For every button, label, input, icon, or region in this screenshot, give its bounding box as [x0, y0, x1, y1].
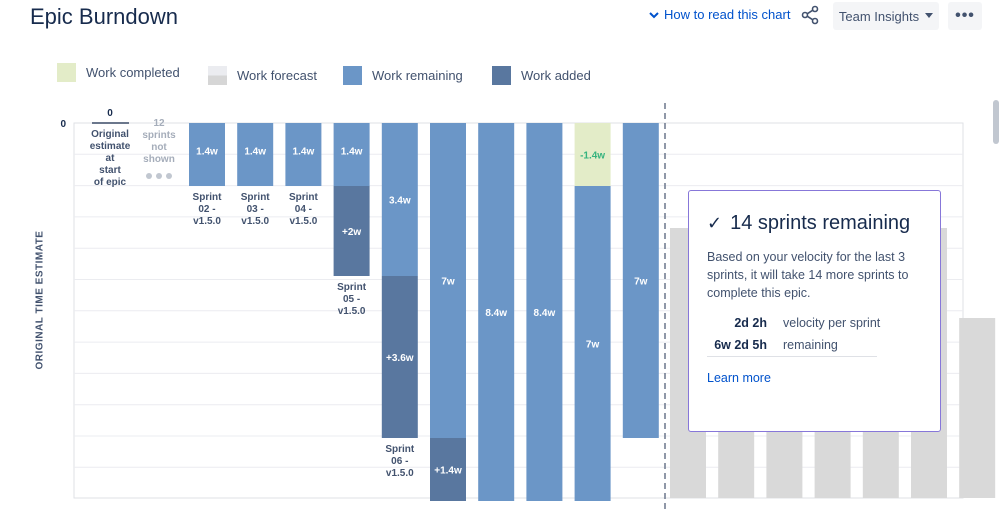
ellipsis-dot	[146, 173, 152, 179]
legend-swatch	[208, 66, 227, 85]
legend-swatch	[492, 66, 511, 85]
bar-added	[333, 186, 370, 276]
how-to-read-label: How to read this chart	[664, 7, 791, 22]
column-label: sprints	[142, 130, 176, 141]
column-label: 06 -	[391, 456, 408, 467]
column-label: v1.5.0	[386, 468, 414, 479]
bar-remaining	[574, 186, 611, 501]
bar-remaining	[478, 123, 515, 501]
bar-remaining	[622, 123, 659, 438]
bar-value-label: 1.4w	[196, 147, 218, 158]
legend-label: Work forecast	[237, 68, 317, 83]
more-actions-button[interactable]: •••	[948, 2, 982, 30]
legend-label: Work added	[521, 68, 591, 83]
chevron-down-icon	[649, 11, 659, 18]
forecast-title: ✓ 14 sprints remaining	[707, 211, 922, 236]
original-estimate-value: 0	[107, 108, 113, 119]
legend-label: Work remaining	[372, 68, 463, 83]
column-label: start	[99, 165, 121, 176]
column-label: shown	[143, 154, 175, 165]
bar-remaining	[430, 123, 466, 438]
column-label: Sprint	[337, 282, 367, 293]
caret-down-icon	[925, 13, 934, 18]
bar-value-label: 1.4w	[341, 147, 363, 158]
column-label: 03 -	[247, 204, 264, 215]
learn-more-link[interactable]: Learn more	[707, 371, 771, 385]
bar-value-label: 1.4w	[244, 147, 266, 158]
ellipsis-dot	[156, 173, 162, 179]
team-insights-button[interactable]: Team Insights	[833, 2, 939, 30]
legend-work-added: Work added	[492, 66, 591, 85]
legend-swatch	[343, 66, 362, 85]
scrollbar-thumb[interactable]	[993, 100, 999, 144]
bar-value-label: 1.4w	[293, 147, 315, 158]
legend-work-remaining: Work remaining	[343, 66, 463, 85]
column-label: Sprint	[193, 192, 223, 203]
bar-remaining	[526, 123, 563, 501]
column-label: not	[151, 142, 167, 153]
forecast-card: ✓ 14 sprints remaining Based on your velo…	[688, 190, 941, 432]
legend-work-completed: Work completed	[57, 63, 180, 82]
column-label: 05 -	[343, 294, 360, 305]
column-label: 04 -	[295, 204, 312, 215]
bar-completed	[574, 123, 611, 186]
bar-remaining	[333, 123, 370, 186]
bar-value-label: +3.6w	[386, 353, 414, 364]
forecast-title-text: 14 sprints remaining	[730, 212, 911, 234]
bar-value-label: 3.4w	[389, 196, 411, 207]
column-label: estimate	[90, 141, 131, 152]
forecast-bar	[959, 318, 996, 498]
legend-swatch	[57, 63, 76, 82]
forecast-description: Based on your velocity for the last 3 sp…	[707, 250, 909, 300]
column-label: at	[106, 153, 116, 164]
ellipsis-dot	[166, 173, 172, 179]
team-insights-label: Team Insights	[838, 8, 920, 24]
bar-value-label: 8.4w	[534, 308, 556, 319]
bar-added	[430, 438, 466, 501]
bar-remaining	[381, 123, 418, 276]
share-icon[interactable]	[800, 5, 820, 25]
bar-added	[381, 276, 418, 438]
column-label: 12	[153, 118, 165, 129]
column-label: Sprint	[289, 192, 319, 203]
column-label: v1.5.0	[338, 306, 366, 317]
legend-label: Work completed	[86, 65, 180, 80]
how-to-read-link[interactable]: How to read this chart	[648, 7, 790, 22]
column-label: Sprint	[385, 444, 415, 455]
remaining-value: 6w 2d 5h	[714, 338, 767, 352]
column-label: Original	[91, 129, 129, 140]
bar-value-label: +2w	[342, 227, 361, 238]
bar-value-label: +1.4w	[434, 466, 462, 477]
bar-value-label: 7w	[634, 277, 648, 288]
bar-value-label: 7w	[586, 340, 600, 351]
check-icon: ✓	[707, 213, 723, 233]
column-label: 02 -	[198, 204, 215, 215]
velocity-value: 2d 2h	[734, 316, 767, 330]
velocity-label: velocity per sprint	[783, 316, 881, 330]
column-label: v1.5.0	[241, 216, 269, 227]
bar-value-label: 7w	[441, 277, 455, 288]
column-label: v1.5.0	[193, 216, 221, 227]
bar-value-label: -1.4w	[580, 151, 605, 162]
column-label: of epic	[94, 177, 127, 188]
bar-remaining	[237, 123, 274, 186]
bar-remaining	[189, 123, 225, 186]
y-tick-label: 0	[60, 119, 66, 130]
column-label: Sprint	[241, 192, 271, 203]
bar-value-label: 8.4w	[485, 308, 507, 319]
bar-remaining	[285, 123, 322, 186]
column-label: v1.5.0	[289, 216, 317, 227]
remaining-label: remaining	[783, 338, 838, 352]
page-title: Epic Burndown	[30, 4, 178, 29]
legend-work-forecast: Work forecast	[208, 66, 317, 85]
remaining-stat: 6w 2d 5h remaining	[707, 338, 877, 357]
velocity-stat: 2d 2h velocity per sprint	[707, 316, 922, 330]
